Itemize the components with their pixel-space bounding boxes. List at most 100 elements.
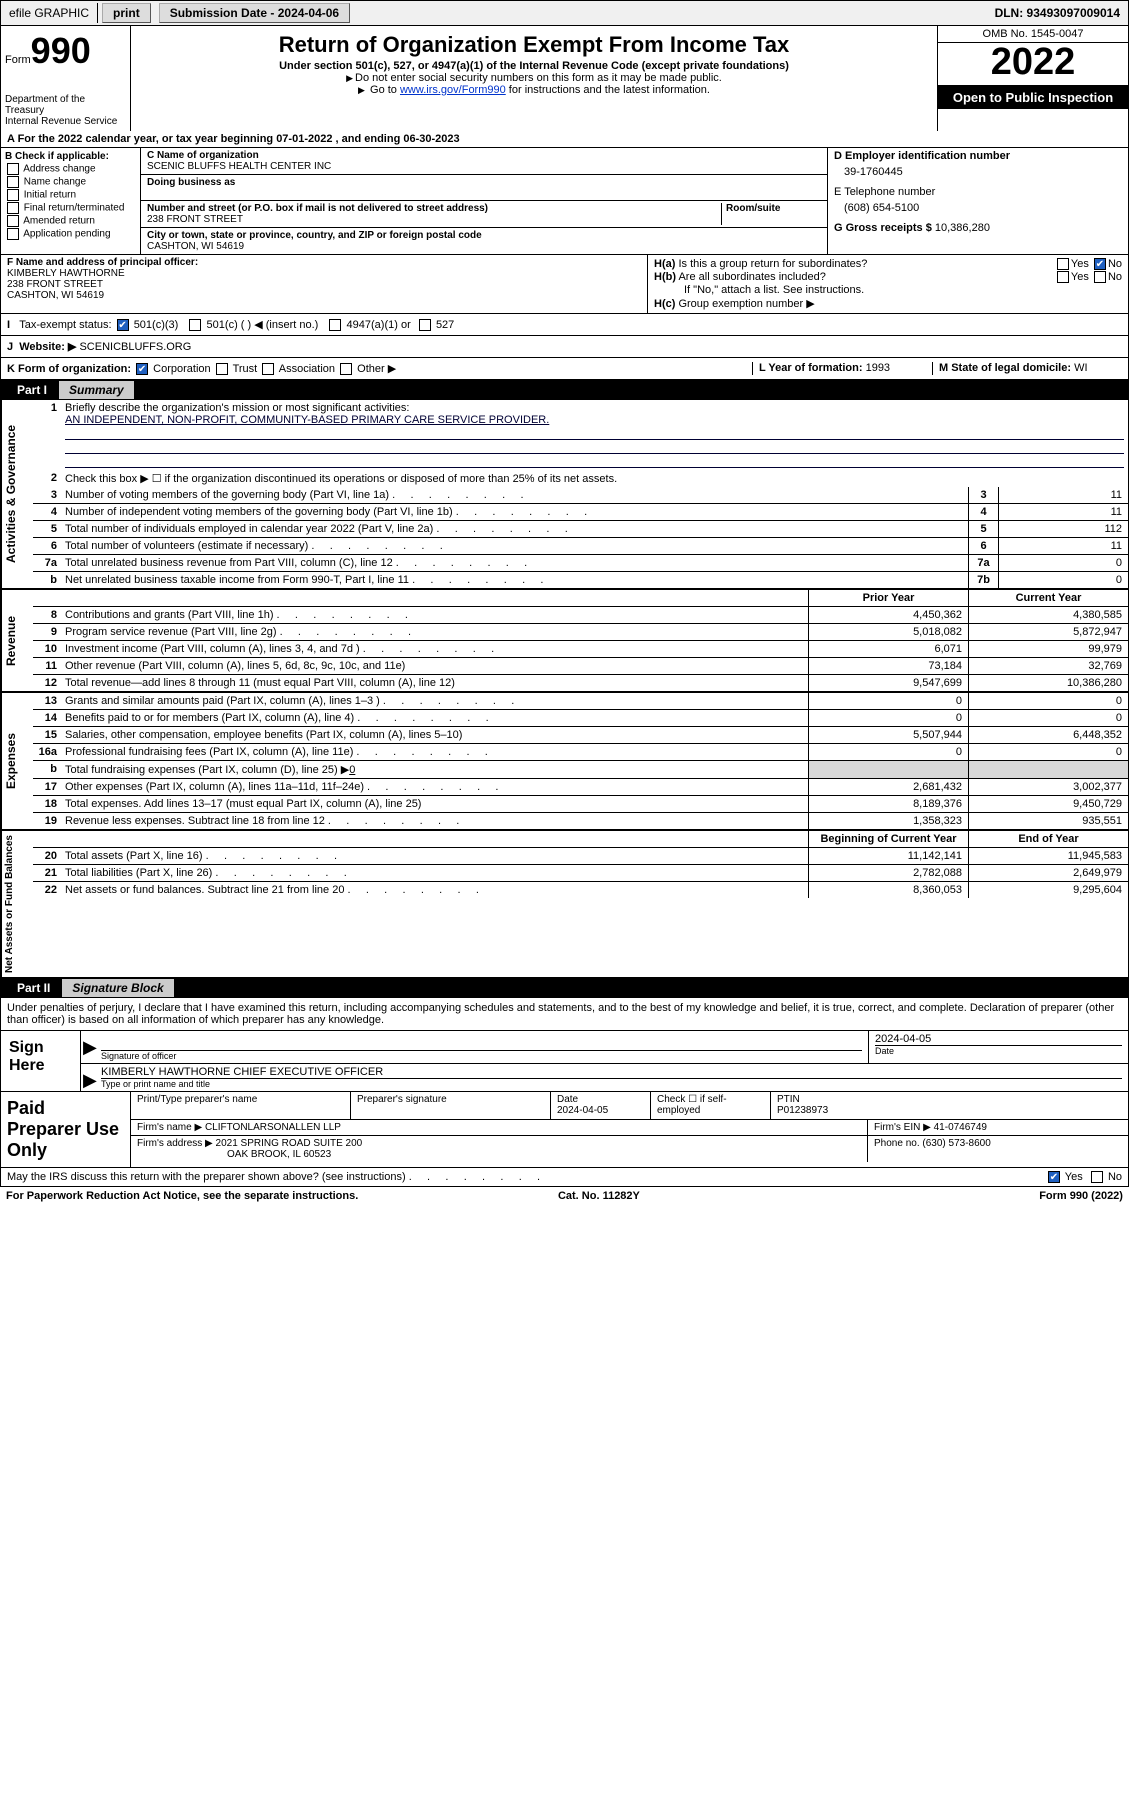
l-value: 1993 [866,362,890,374]
p8: 4,450,362 [808,607,968,623]
dept-label: Department of the Treasury [5,94,126,116]
l-label: L Year of formation: [759,362,863,374]
discuss-yes[interactable]: ✔ [1048,1171,1060,1183]
m-value: WI [1074,362,1087,374]
form-header: Form990 Department of the Treasury Inter… [0,26,1129,131]
p18: 8,189,376 [808,796,968,812]
chk-corp[interactable]: ✔ [136,363,148,375]
c20: 11,945,583 [968,848,1128,864]
firm-name-label: Firm's name ▶ [137,1122,202,1133]
firm-phone: (630) 573-8600 [922,1138,990,1149]
q16b: Total fundraising expenses (Part IX, col… [61,761,808,778]
open-inspection: Open to Public Inspection [938,86,1128,109]
chk-4947[interactable] [329,319,341,331]
officer-label: F Name and address of principal officer: [7,257,641,268]
v7b: 0 [998,572,1128,588]
chk-other[interactable] [340,363,352,375]
p21: 2,782,088 [808,865,968,881]
chk-final-return[interactable]: Final return/terminated [5,202,136,214]
chk-527[interactable] [419,319,431,331]
form-ref: Form 990 (2022) [1039,1190,1123,1202]
p11: 73,184 [808,658,968,674]
m-label: M State of legal domicile: [939,362,1071,374]
irs-discuss-row: May the IRS discuss this return with the… [0,1168,1129,1187]
chk-initial-return[interactable]: Initial return [5,189,136,201]
city-value: CASHTON, WI 54619 [147,241,821,252]
status-label: Tax-exempt status: [19,319,111,331]
v6: 11 [998,538,1128,554]
chk-501c[interactable] [189,319,201,331]
caret-icon: ▶ [83,1037,97,1058]
hc-label: Group exemption number ▶ [678,298,814,310]
firm-addr-label: Firm's address ▶ [137,1138,213,1149]
mission-text: AN INDEPENDENT, NON-PROFIT, COMMUNITY-BA… [65,414,1124,426]
k-label: K Form of organization: [7,363,131,375]
chk-name-change[interactable]: Name change [5,176,136,188]
governance-side-label: Activities & Governance [1,400,33,588]
dln-label: DLN: 93493097009014 [987,3,1128,23]
chk-assoc[interactable] [262,363,274,375]
q20: Total assets (Part X, line 16) [61,848,808,864]
c14: 0 [968,710,1128,726]
v4: 11 [998,504,1128,520]
ein-value: 39-1760445 [844,166,1122,178]
c21: 2,649,979 [968,865,1128,881]
form-title: Return of Organization Exempt From Incom… [139,32,929,58]
sig-declaration: Under penalties of perjury, I declare th… [0,998,1129,1031]
q15: Salaries, other compensation, employee b… [61,727,808,743]
tax-year: 2022 [938,43,1128,86]
part-1-num: Part I [9,383,55,397]
website-label: Website: ▶ [19,341,76,353]
officer-typed-label: Type or print name and title [101,1079,1122,1089]
ptin-label: PTIN [777,1094,1122,1105]
chk-amended-return[interactable]: Amended return [5,215,136,227]
form-subtitle-2: Do not enter social security numbers on … [139,72,929,84]
self-employed-check[interactable]: Check ☐ if self-employed [651,1092,771,1119]
form990-link[interactable]: www.irs.gov/Form990 [400,84,506,96]
part-2-header: Part II Signature Block [0,978,1129,998]
ein-label: D Employer identification number [834,150,1122,162]
v3: 11 [998,487,1128,503]
caret-icon: ▶ [83,1070,97,1091]
officer-name: KIMBERLY HAWTHORNE [7,268,641,279]
chk-address-change[interactable]: Address change [5,163,136,175]
part-2-num: Part II [9,981,58,995]
firm-addr2: OAK BROOK, IL 60523 [137,1149,331,1160]
p20: 11,142,141 [808,848,968,864]
sig-date: 2024-04-05 [875,1033,1122,1045]
q7b: Net unrelated business taxable income fr… [61,572,968,588]
submission-date-button[interactable]: Submission Date - 2024-04-06 [159,3,350,23]
part-1-header: Part ISummary [0,380,1129,400]
part-2-title: Signature Block [62,979,173,997]
net-side-label: Net Assets or Fund Balances [1,831,33,977]
form-subtitle-3: Go to www.irs.gov/Form990 for instructio… [139,84,929,96]
firm-phone-label: Phone no. [874,1138,920,1149]
gross-value: 10,386,280 [935,222,990,234]
c13: 0 [968,693,1128,709]
q19: Revenue less expenses. Subtract line 18 … [61,813,808,829]
revenue-side-label: Revenue [1,590,33,691]
c15: 6,448,352 [968,727,1128,743]
net-assets-section: Net Assets or Fund Balances Beginning of… [0,831,1129,978]
end-hdr: End of Year [968,831,1128,847]
c22: 9,295,604 [968,882,1128,898]
irs-discuss-label: May the IRS discuss this return with the… [7,1171,540,1183]
q17: Other expenses (Part IX, column (A), lin… [61,779,808,795]
v7a: 0 [998,555,1128,571]
q13: Grants and similar amounts paid (Part IX… [61,693,808,709]
p9: 5,018,082 [808,624,968,640]
chk-app-pending[interactable]: Application pending [5,228,136,240]
chk-trust[interactable] [216,363,228,375]
p22: 8,360,053 [808,882,968,898]
officer-typed-name: KIMBERLY HAWTHORNE CHIEF EXECUTIVE OFFIC… [101,1066,1122,1079]
print-button[interactable]: print [102,3,151,23]
firm-ein: 41-0746749 [934,1122,987,1133]
q2: Check this box ▶ ☐ if the organization d… [61,470,1128,487]
discuss-no[interactable] [1091,1171,1103,1183]
q10: Investment income (Part VIII, column (A)… [61,641,808,657]
chk-501c3[interactable]: ✔ [117,319,129,331]
irs-label: Internal Revenue Service [5,116,126,127]
cat-no: Cat. No. 11282Y [558,1190,640,1202]
p10: 6,071 [808,641,968,657]
prep-date-label: Date [557,1094,644,1105]
